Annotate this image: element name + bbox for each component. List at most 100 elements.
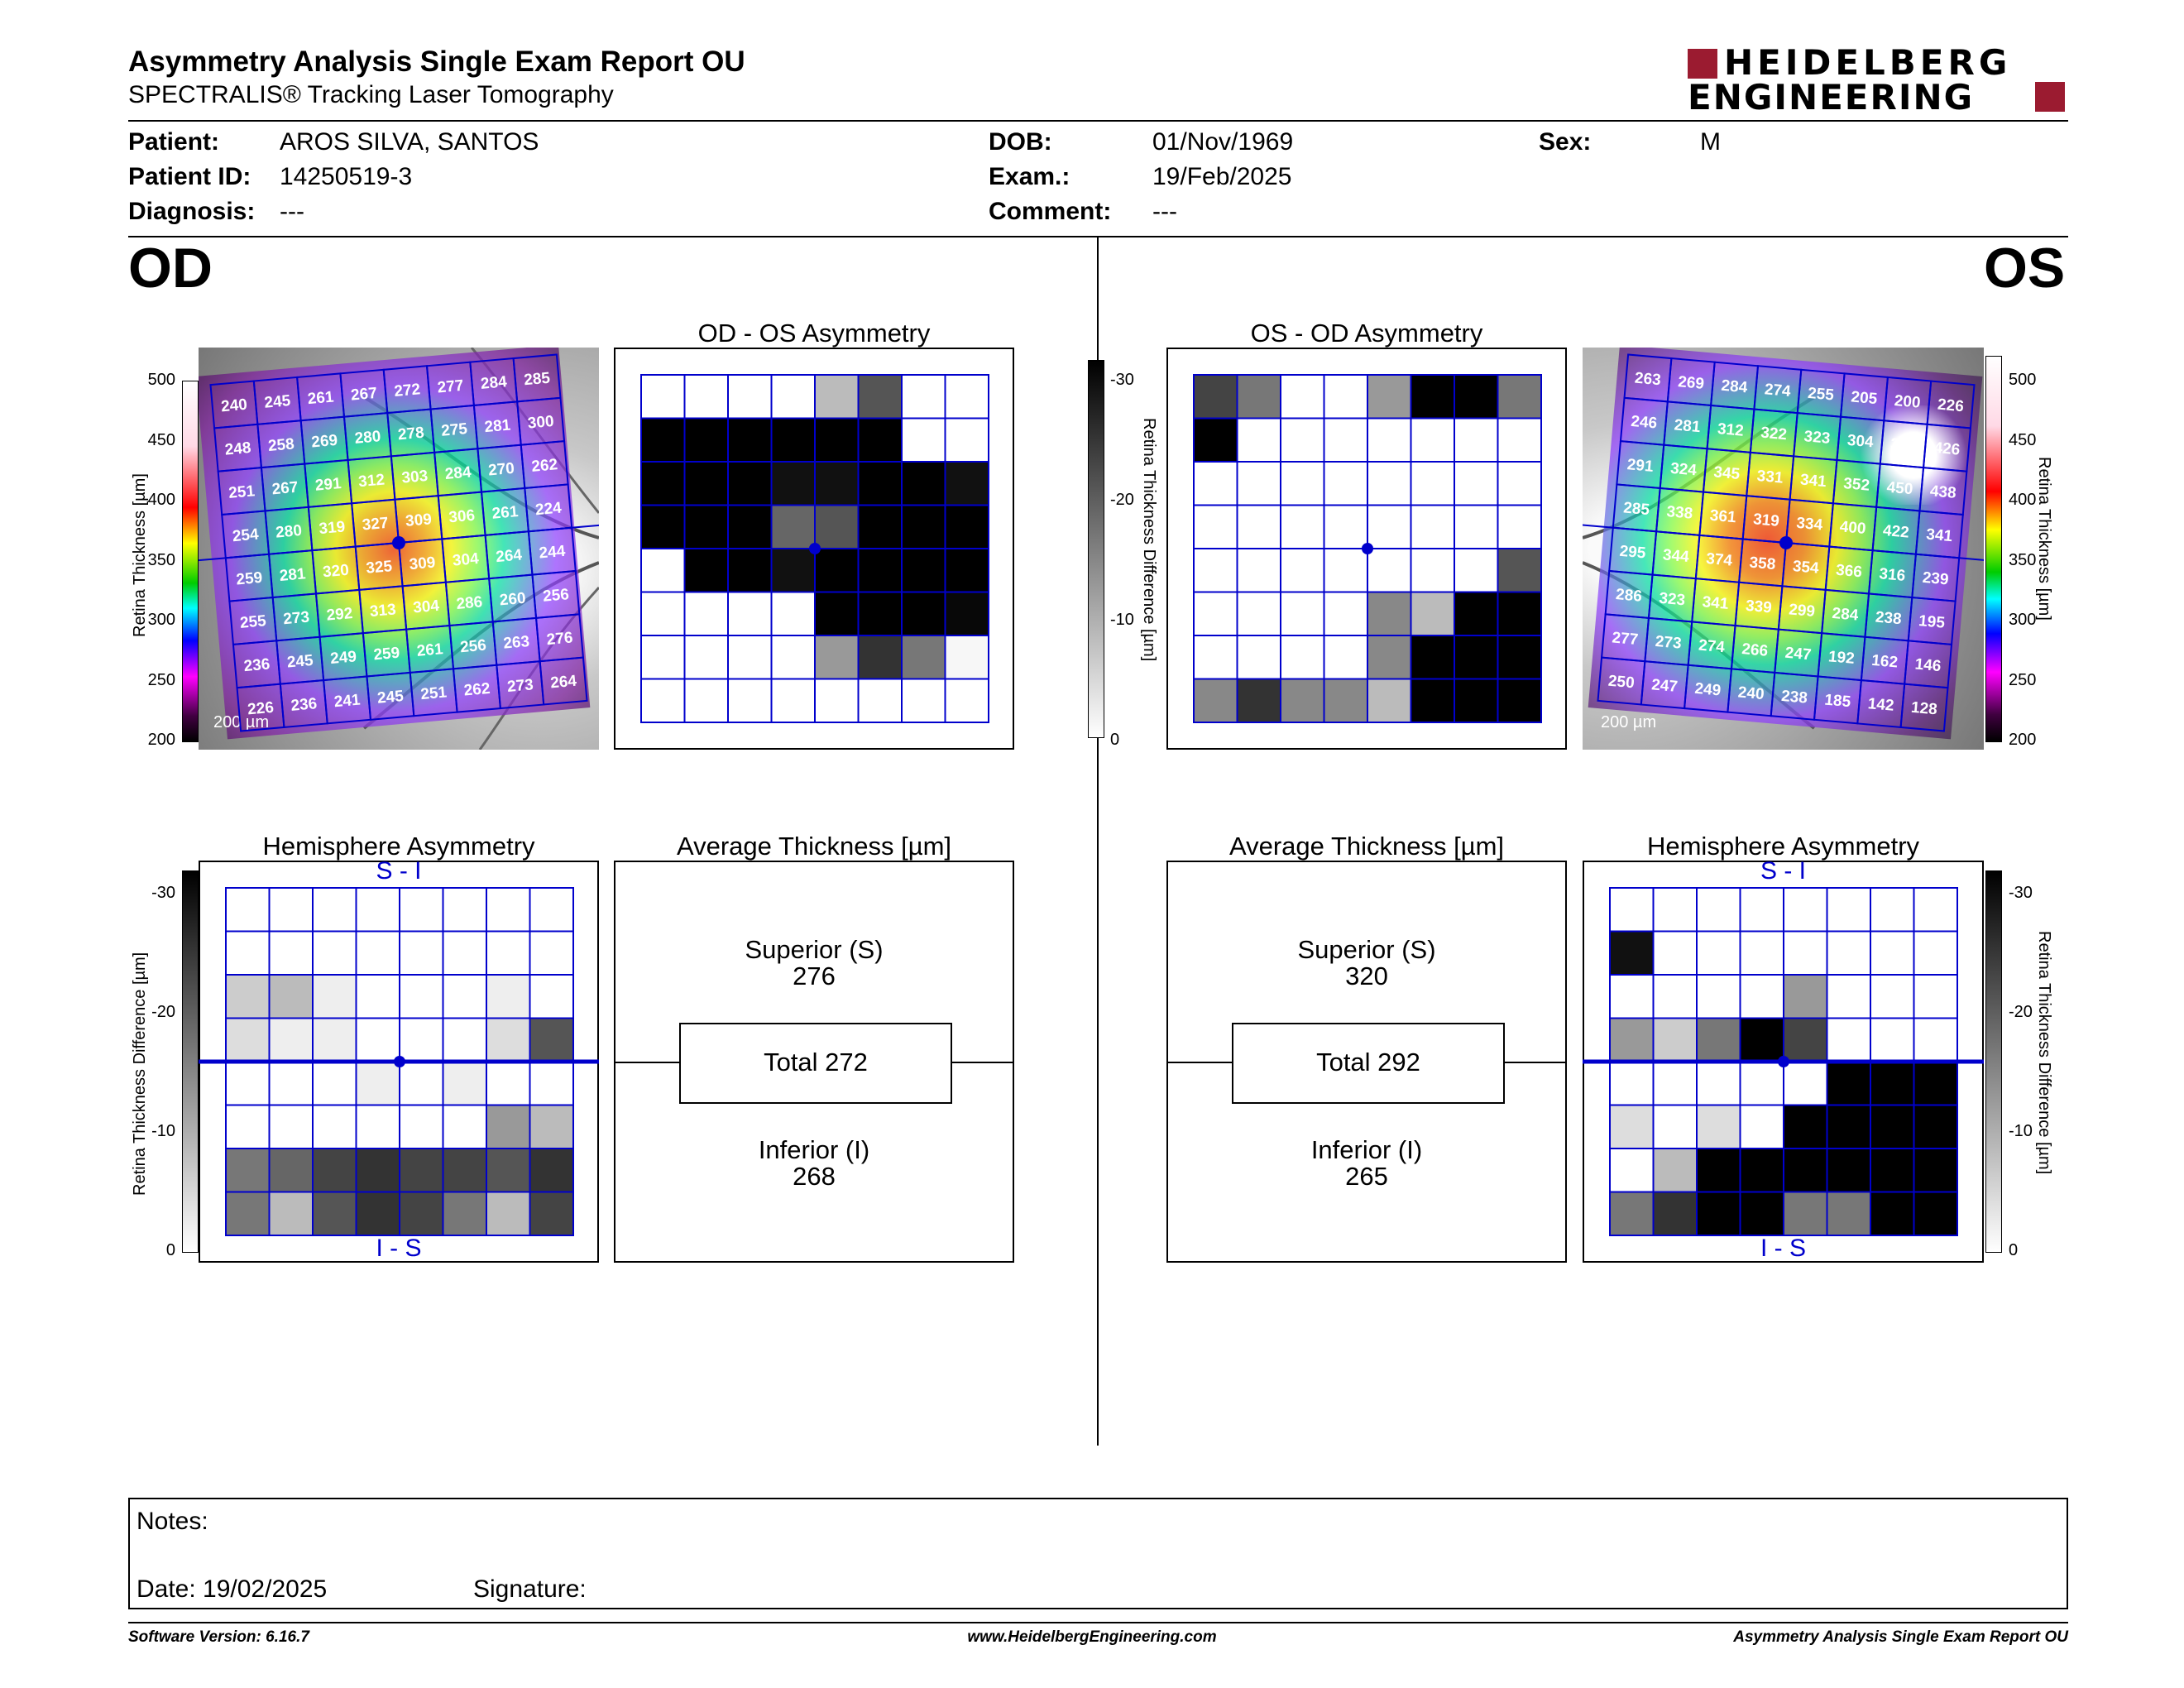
grid-cell bbox=[312, 930, 357, 976]
grid-cell bbox=[640, 635, 686, 680]
thickness-value: 239 bbox=[1922, 569, 1949, 589]
grid-cell bbox=[1826, 1191, 1871, 1236]
grid-cell bbox=[814, 374, 860, 420]
grid-cell bbox=[312, 1148, 357, 1193]
grid-cell bbox=[1609, 1191, 1655, 1236]
grid-cell bbox=[1739, 930, 1784, 976]
grid-cell bbox=[1410, 504, 1455, 549]
grid-cell bbox=[1913, 974, 1958, 1019]
grid-cell bbox=[268, 1017, 314, 1062]
thickness-value: 267 bbox=[350, 385, 377, 405]
grid-cell bbox=[268, 1148, 314, 1193]
scale-tick-label: 400 bbox=[2009, 491, 2037, 509]
exam-value: 19/Feb/2025 bbox=[1152, 163, 1292, 190]
grid-cell bbox=[1454, 504, 1499, 549]
os-average-panel: Superior (S) 320 Total 292 Inferior (I) … bbox=[1166, 861, 1567, 1263]
os-hemi-title: Hemisphere Asymmetry bbox=[1646, 832, 1920, 861]
grid-cell bbox=[1609, 887, 1655, 933]
grid-cell bbox=[1236, 548, 1281, 593]
grid-cell bbox=[944, 678, 989, 723]
grid-cell bbox=[1236, 374, 1281, 420]
thickness-value: 249 bbox=[329, 648, 357, 668]
comment-value: --- bbox=[1152, 198, 1177, 225]
dob-label: DOB: bbox=[989, 128, 1052, 156]
grid-cell bbox=[268, 1191, 314, 1236]
grid-cell bbox=[225, 1104, 271, 1149]
grid-cell bbox=[727, 461, 773, 506]
grid-cell bbox=[857, 591, 903, 636]
grid-cell bbox=[1609, 974, 1655, 1019]
grid-cell bbox=[1652, 1017, 1698, 1062]
grid-cell bbox=[1913, 1104, 1958, 1149]
grid-cell bbox=[1870, 1061, 1915, 1106]
od-asymmetry-grid bbox=[640, 374, 989, 723]
thickness-value: 324 bbox=[1669, 460, 1698, 480]
grid-cell bbox=[399, 1017, 444, 1062]
grid-cell bbox=[683, 591, 729, 636]
scale-tick-label: -20 bbox=[151, 1003, 175, 1021]
grid-cell bbox=[1323, 461, 1368, 506]
grid-cell bbox=[1783, 930, 1828, 976]
grid-cell bbox=[1870, 887, 1915, 933]
scale-tick-label: -20 bbox=[2009, 1003, 2033, 1021]
thickness-value: 259 bbox=[373, 645, 400, 664]
grid-cell bbox=[1783, 974, 1828, 1019]
thickness-value: 251 bbox=[420, 683, 448, 703]
grid-cell bbox=[1913, 1191, 1958, 1236]
grid-cell bbox=[355, 1148, 400, 1193]
grid-cell bbox=[1193, 591, 1238, 636]
grid-cell bbox=[727, 374, 773, 420]
grid-cell bbox=[1826, 1061, 1871, 1106]
notes-box[interactable]: Notes: Date: 19/02/2025 Signature: bbox=[128, 1498, 2068, 1609]
header-rule-top bbox=[128, 120, 2068, 122]
grid-cell bbox=[1367, 635, 1412, 680]
grid-cell bbox=[1696, 1148, 1741, 1193]
grid-cell bbox=[1193, 635, 1238, 680]
thickness-value: 261 bbox=[307, 388, 335, 408]
thickness-value: 226 bbox=[247, 699, 274, 719]
od-thickness-grid: 240 245 261 267 272 277 284 285 248 258 269 280 278 2… bbox=[199, 353, 599, 732]
thickness-value: 292 bbox=[326, 605, 353, 625]
thickness-value: 255 bbox=[1807, 385, 1835, 405]
grid-cell bbox=[1739, 1191, 1784, 1236]
patient-id: 14250519-3 bbox=[280, 163, 413, 190]
grid-cell bbox=[1696, 974, 1741, 1019]
fovea-marker bbox=[809, 543, 821, 554]
grid-cell bbox=[529, 1191, 574, 1236]
thickness-value: 354 bbox=[1792, 558, 1820, 578]
grid-cell bbox=[399, 1191, 444, 1236]
od-total-label: Total 272 bbox=[764, 1048, 868, 1077]
grid-cell bbox=[1236, 417, 1281, 463]
grid-cell bbox=[312, 1104, 357, 1149]
os-asym-title: OS - OD Asymmetry bbox=[1250, 319, 1483, 348]
grid-cell bbox=[640, 678, 686, 723]
grid-cell bbox=[399, 1061, 444, 1106]
grid-cell bbox=[1454, 635, 1499, 680]
thickness-value: 304 bbox=[452, 550, 480, 570]
os-superior-value: 320 bbox=[1345, 961, 1388, 990]
grid-cell bbox=[355, 887, 400, 933]
grid-cell bbox=[312, 1061, 357, 1106]
grid-cell bbox=[944, 635, 989, 680]
thickness-value: 309 bbox=[405, 511, 432, 530]
thickness-value: 323 bbox=[1659, 590, 1686, 610]
scale-tick-label: 350 bbox=[2009, 550, 2037, 569]
thickness-value: 322 bbox=[1760, 424, 1787, 444]
grid-cell bbox=[268, 1104, 314, 1149]
thickness-value: 345 bbox=[1713, 463, 1741, 483]
grid-cell bbox=[486, 1148, 531, 1193]
grid-cell bbox=[1323, 417, 1368, 463]
diff-scale-center bbox=[1088, 360, 1104, 738]
grid-cell bbox=[727, 591, 773, 636]
grid-cell bbox=[442, 974, 487, 1019]
grid-cell bbox=[640, 374, 686, 420]
grid-cell bbox=[1497, 678, 1542, 723]
grid-cell bbox=[1826, 1104, 1871, 1149]
thickness-value: 266 bbox=[1741, 640, 1769, 660]
grid-cell bbox=[901, 417, 946, 463]
grid-cell bbox=[944, 591, 989, 636]
scale-tick-label: 400 bbox=[147, 491, 175, 509]
os-eye-label: OS bbox=[1984, 237, 2066, 300]
grid-cell bbox=[1696, 1104, 1741, 1149]
grid-cell bbox=[727, 548, 773, 593]
